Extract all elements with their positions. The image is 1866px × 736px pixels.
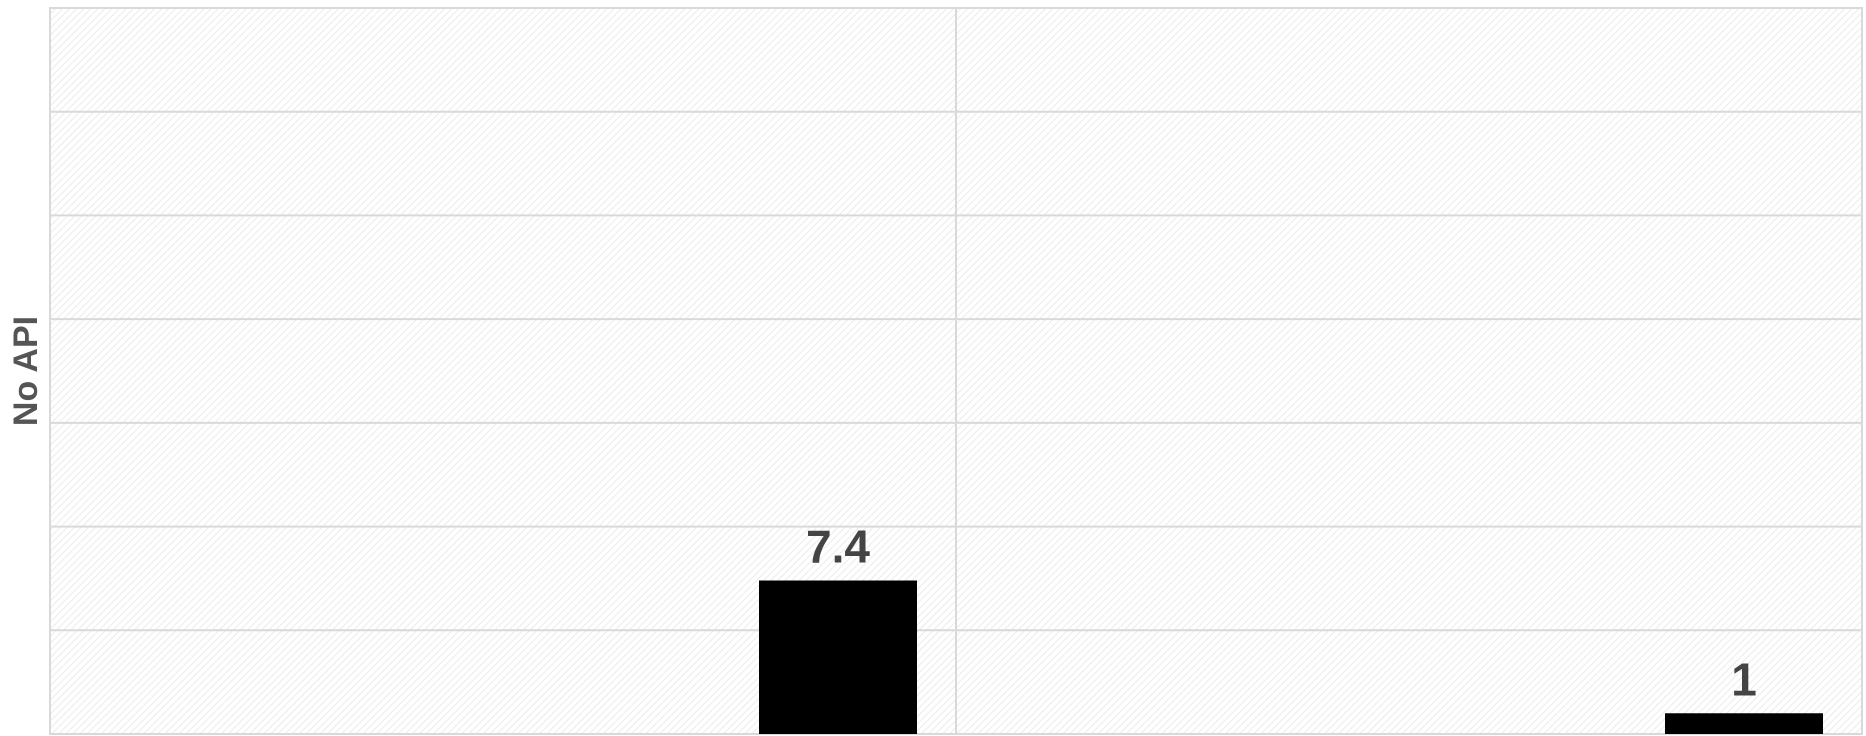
bar-data-labels: 7.41 bbox=[806, 521, 1757, 706]
plot-area-border bbox=[49, 7, 1863, 735]
bar bbox=[759, 580, 917, 734]
bar bbox=[1665, 713, 1823, 734]
bar-series bbox=[759, 580, 1823, 734]
bar-value-label: 7.4 bbox=[806, 521, 870, 573]
y-axis-label: No API bbox=[7, 316, 45, 426]
bar-value-label: 1 bbox=[1731, 653, 1757, 705]
